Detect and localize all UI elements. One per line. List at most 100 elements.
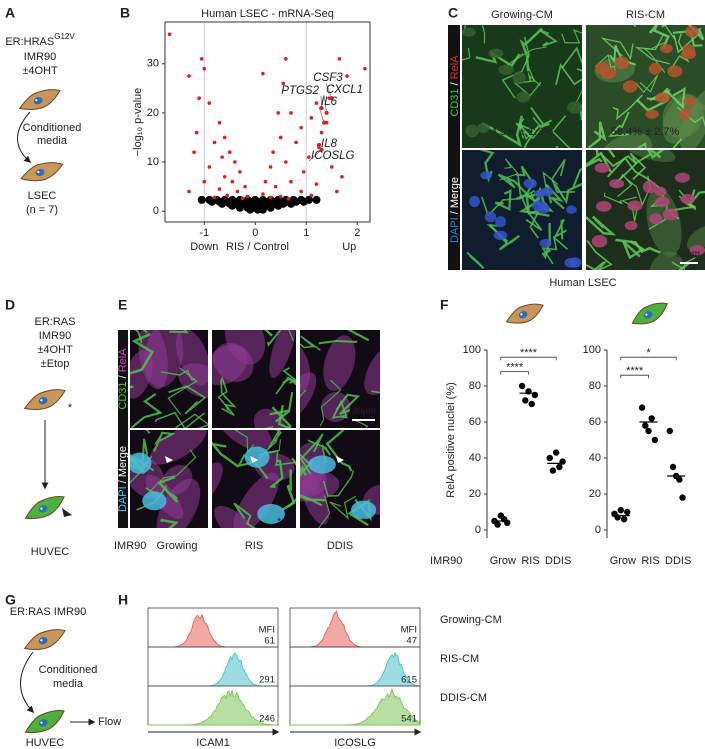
nucleus	[537, 203, 550, 214]
membrane	[643, 42, 666, 73]
membrane	[281, 469, 296, 512]
asterisk: *	[190, 516, 195, 528]
nucleus	[488, 48, 504, 59]
membrane	[633, 25, 676, 41]
nucleus	[654, 186, 667, 197]
nucleus	[257, 503, 285, 524]
x-tick-label: 2	[354, 227, 360, 239]
membrane	[600, 37, 634, 61]
nucleus	[627, 200, 643, 212]
nucleus	[495, 216, 506, 228]
membrane	[463, 25, 486, 44]
arrow-text: Conditioned	[23, 122, 82, 134]
column-label: DDIS	[327, 540, 353, 552]
nucleus	[484, 211, 497, 223]
gene-label: IL6	[321, 96, 338, 108]
point	[284, 160, 288, 164]
row-label: IMR90	[430, 555, 462, 567]
nucleus	[655, 92, 671, 103]
point	[281, 81, 286, 86]
y-axis-label: RelA positive nuclei (%)	[445, 382, 457, 498]
value-label: 615	[401, 675, 417, 686]
point	[294, 140, 298, 145]
nucleus	[308, 455, 336, 474]
membrane	[462, 47, 471, 80]
nucleus-spot	[37, 170, 40, 174]
gene-label: ICOSLG	[311, 150, 355, 162]
column-header: Growing-CM	[491, 9, 553, 21]
point	[268, 195, 273, 200]
membrane	[258, 450, 296, 467]
point	[246, 205, 255, 214]
dot	[645, 427, 652, 435]
nucleus	[493, 230, 508, 241]
point	[194, 130, 199, 135]
point	[217, 187, 222, 191]
cell-line-label: ER:RAS IMR90	[10, 606, 86, 618]
x-tick-label: 1	[303, 227, 309, 239]
y-tick-label: 40	[469, 452, 481, 464]
gene-point	[319, 105, 324, 110]
point	[192, 150, 196, 155]
scale-label: 25µm	[676, 249, 700, 260]
point	[225, 193, 230, 198]
nucleus	[674, 172, 690, 183]
dot	[549, 467, 557, 474]
cell-stain	[649, 251, 684, 270]
row-label: IMR90	[114, 540, 146, 552]
row-label: DDIS-CM	[440, 692, 487, 704]
dot	[552, 449, 560, 456]
significance-label: ****	[506, 362, 524, 374]
cell-stain	[300, 344, 311, 392]
membrane	[555, 63, 582, 86]
significance-bracket	[620, 356, 677, 361]
nucleus	[659, 43, 673, 54]
membrane	[130, 392, 163, 428]
dot	[669, 463, 677, 471]
point	[207, 101, 212, 105]
gene-label: IL8	[321, 138, 338, 150]
membrane	[318, 339, 358, 345]
nucleus-spot	[40, 399, 43, 402]
nucleus-spot	[40, 721, 43, 724]
membrane	[331, 399, 348, 419]
cell-line-label: IMR90	[24, 51, 56, 63]
significance-label: ****	[626, 365, 644, 377]
point	[363, 66, 367, 71]
point	[307, 155, 311, 159]
membrane	[160, 369, 195, 381]
membrane	[618, 152, 647, 181]
stain-part: /	[117, 477, 129, 486]
point	[335, 189, 339, 194]
stain-label: CD31 / RelA	[449, 55, 461, 117]
cell-icon	[505, 303, 544, 324]
point	[230, 179, 235, 184]
point	[268, 165, 273, 169]
point	[312, 195, 321, 204]
y-tick-label: 0	[595, 524, 601, 536]
x-axis-label: ICAM1	[196, 737, 230, 749]
asterisk: *	[68, 402, 73, 414]
arrow-text: media	[53, 678, 84, 690]
chart-title: Human LSEC - mRNA-Seq	[201, 8, 334, 20]
nucleus	[567, 101, 582, 114]
caption: Human LSEC	[549, 277, 616, 289]
flow-label: Flow	[98, 716, 121, 728]
cell-line: ER:HRAS	[5, 36, 54, 48]
nucleus-spot	[40, 639, 43, 642]
y-tick-label: 100	[583, 344, 601, 356]
nucleus-spot	[645, 313, 648, 316]
membrane	[466, 251, 485, 270]
stain-part: RelA	[117, 348, 129, 373]
nucleus	[685, 25, 699, 38]
point	[266, 203, 275, 212]
point	[235, 189, 240, 194]
nucleus	[591, 235, 608, 248]
membrane	[156, 475, 179, 503]
membrane	[622, 240, 645, 260]
cell-stain	[213, 342, 254, 382]
membrane	[586, 151, 612, 173]
nucleus	[130, 452, 152, 474]
value-label: 291	[259, 675, 275, 686]
point	[258, 205, 267, 214]
